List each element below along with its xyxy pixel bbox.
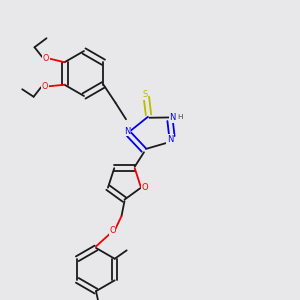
Text: O: O: [42, 82, 48, 91]
Text: H: H: [177, 114, 183, 120]
Text: O: O: [43, 54, 49, 63]
Text: S: S: [142, 90, 148, 99]
Text: N: N: [167, 135, 173, 144]
Text: O: O: [109, 226, 116, 235]
Text: N: N: [124, 127, 131, 136]
Text: N: N: [169, 113, 176, 122]
Text: O: O: [141, 183, 148, 192]
